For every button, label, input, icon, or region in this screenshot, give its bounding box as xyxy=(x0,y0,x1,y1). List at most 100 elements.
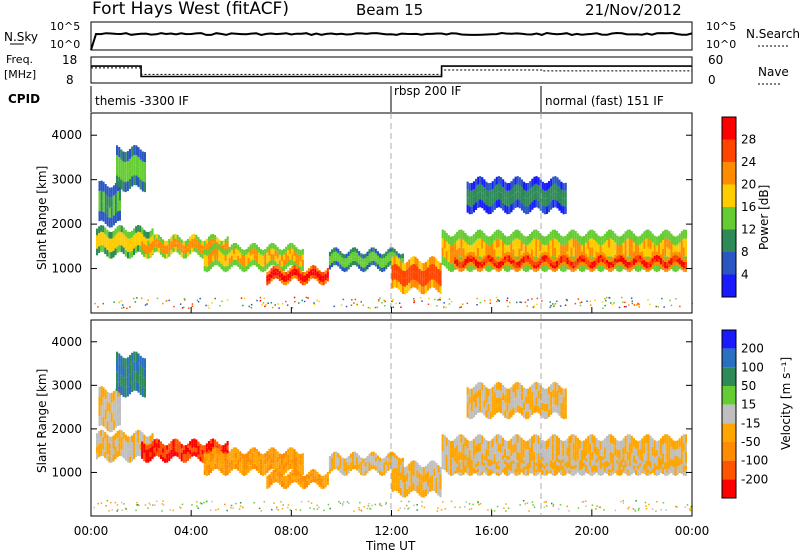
echo-cell xyxy=(170,250,173,255)
echo-cell xyxy=(506,388,509,397)
speckle-cell xyxy=(226,509,228,512)
echo-cell xyxy=(589,265,592,269)
echo-cell xyxy=(664,465,667,470)
echo-cell xyxy=(616,235,619,245)
echo-cell xyxy=(533,472,536,476)
echo-cell xyxy=(353,247,356,252)
echo-cell xyxy=(520,400,523,408)
speckle-cell xyxy=(286,304,289,306)
speckle-cell xyxy=(598,506,601,509)
echo-cell xyxy=(668,263,671,268)
echo-cell xyxy=(483,233,486,242)
echo-cell xyxy=(331,458,334,463)
echo-cell xyxy=(108,217,111,228)
echo-cell xyxy=(487,388,490,397)
echo-cell xyxy=(205,243,208,248)
echo-cell xyxy=(197,446,200,451)
echo-cell xyxy=(660,254,663,258)
echo-cell xyxy=(553,262,556,266)
echo-cell xyxy=(682,238,685,248)
echo-cell xyxy=(657,262,660,266)
echo-cell xyxy=(472,402,475,410)
echo-cell xyxy=(589,451,592,461)
echo-cell xyxy=(222,458,225,465)
echo-cell xyxy=(100,180,103,191)
speckle-cell xyxy=(397,509,400,511)
speckle-cell xyxy=(645,505,647,507)
echo-cell xyxy=(643,464,646,468)
speckle-cell xyxy=(421,501,423,503)
echo-cell xyxy=(495,382,498,391)
echo-cell xyxy=(680,231,683,241)
echo-cell xyxy=(458,229,461,239)
echo-cell xyxy=(301,281,304,286)
echo-cell xyxy=(349,249,352,254)
echo-cell xyxy=(504,448,507,458)
echo-cell xyxy=(270,481,273,486)
echo-cell xyxy=(449,449,452,459)
echo-cell xyxy=(285,278,288,282)
echo-cell xyxy=(272,476,275,480)
echo-cell xyxy=(682,443,685,452)
echo-cell xyxy=(664,261,667,266)
echo-cell xyxy=(535,404,538,413)
echo-cell xyxy=(137,353,140,364)
echo-cell xyxy=(649,260,652,264)
echo-cell xyxy=(574,260,577,265)
echo-cell xyxy=(537,264,540,268)
echo-cell xyxy=(120,232,123,239)
echo-cell xyxy=(151,449,154,455)
echo-cell xyxy=(603,461,606,465)
echo-cell xyxy=(137,238,140,246)
echo-cell xyxy=(399,268,402,277)
echo-cell xyxy=(358,264,361,269)
echo-cell xyxy=(639,466,642,476)
echo-cell xyxy=(226,458,229,465)
echo-cell xyxy=(316,271,319,275)
echo-cell xyxy=(108,436,111,443)
echo-cell xyxy=(205,266,208,273)
echo-cell xyxy=(620,440,623,450)
echo-cell xyxy=(558,446,561,456)
cpid-segment-1: themis -3300 IF xyxy=(95,94,189,108)
speckle-cell xyxy=(124,507,127,510)
echo-cell xyxy=(487,258,490,262)
noise-sky-label: N.Sky xyxy=(4,30,38,44)
echo-cell xyxy=(280,273,283,277)
echo-cell xyxy=(599,459,602,463)
echo-cell xyxy=(203,260,206,266)
echo-cell xyxy=(479,442,482,452)
echo-cell xyxy=(278,464,281,470)
echo-cell xyxy=(118,373,121,383)
echo-cell xyxy=(147,458,150,463)
echo-cell xyxy=(439,278,442,287)
echo-cell xyxy=(589,462,592,466)
echo-cell xyxy=(489,466,492,476)
echo-cell xyxy=(276,479,279,483)
echo-cell xyxy=(112,215,115,226)
echo-cell xyxy=(237,250,240,256)
echo-cell xyxy=(528,234,531,243)
echo-cell xyxy=(472,461,475,465)
echo-cell xyxy=(237,261,240,267)
echo-cell xyxy=(506,396,509,404)
speckle-cell xyxy=(627,507,629,510)
echo-cell xyxy=(412,475,415,484)
echo-cell xyxy=(495,472,498,476)
speckle-cell xyxy=(605,299,607,302)
speckle-cell xyxy=(637,303,639,306)
echo-cell xyxy=(657,459,660,464)
echo-cell xyxy=(133,380,136,391)
echo-cell xyxy=(479,199,482,208)
echo-cell xyxy=(493,249,496,259)
echo-cell xyxy=(545,182,548,191)
echo-cell xyxy=(495,268,498,272)
echo-cell xyxy=(209,467,212,473)
echo-cell xyxy=(483,437,486,447)
vel-echoes-near-range-speckle xyxy=(93,500,693,513)
power-colorbar-swatch xyxy=(722,274,736,297)
echo-cell xyxy=(207,260,210,266)
echo-cell xyxy=(499,471,502,475)
echo-cell xyxy=(670,242,673,252)
echo-cell xyxy=(301,260,304,266)
